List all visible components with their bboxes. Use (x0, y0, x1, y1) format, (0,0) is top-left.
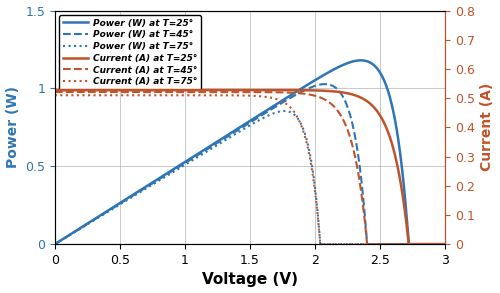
Legend: Power (W) at T=25°, Power (W) at T=45°, Power (W) at T=75°, Current (A) at T=25°: Power (W) at T=25°, Power (W) at T=45°, … (60, 15, 200, 90)
X-axis label: Voltage (V): Voltage (V) (202, 272, 298, 287)
Y-axis label: Power (W): Power (W) (6, 86, 20, 168)
Y-axis label: Current (A): Current (A) (480, 83, 494, 171)
